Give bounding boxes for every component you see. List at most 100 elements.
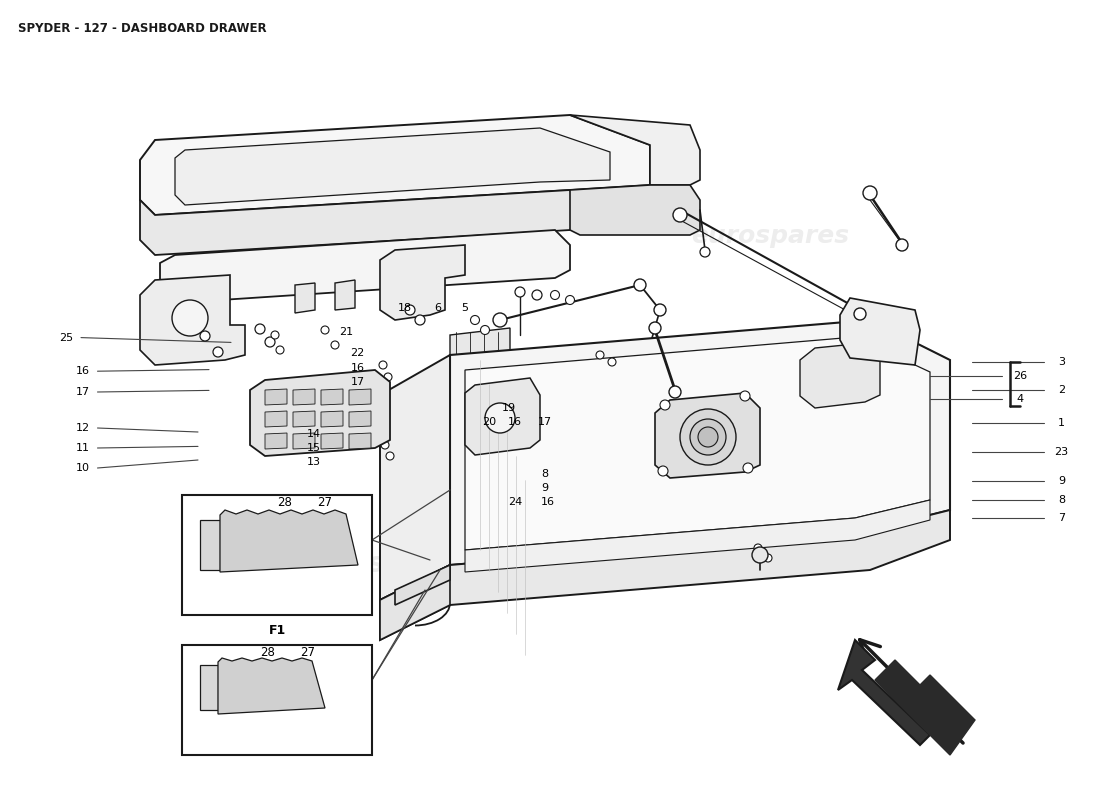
Text: 3: 3 xyxy=(1058,358,1065,367)
Polygon shape xyxy=(175,128,610,205)
Polygon shape xyxy=(840,298,920,365)
Polygon shape xyxy=(218,658,324,714)
Polygon shape xyxy=(321,433,343,449)
Circle shape xyxy=(493,313,507,327)
Circle shape xyxy=(172,300,208,336)
Circle shape xyxy=(608,358,616,366)
Polygon shape xyxy=(220,510,358,572)
Text: 13: 13 xyxy=(307,458,320,467)
Polygon shape xyxy=(800,343,880,408)
Text: 28: 28 xyxy=(261,646,275,658)
Polygon shape xyxy=(379,245,465,320)
Circle shape xyxy=(386,452,394,460)
Text: 16: 16 xyxy=(76,366,89,376)
Text: 19: 19 xyxy=(503,403,516,413)
Polygon shape xyxy=(200,665,218,710)
Text: 8: 8 xyxy=(1058,495,1065,505)
Circle shape xyxy=(854,308,866,320)
Text: 11: 11 xyxy=(76,443,89,453)
Text: 24: 24 xyxy=(508,497,521,506)
Polygon shape xyxy=(654,393,760,478)
Circle shape xyxy=(764,554,772,562)
Circle shape xyxy=(384,373,392,381)
Text: 5: 5 xyxy=(461,303,468,313)
Text: 16: 16 xyxy=(351,363,364,373)
Polygon shape xyxy=(265,389,287,405)
Circle shape xyxy=(213,347,223,357)
Circle shape xyxy=(255,324,265,334)
Circle shape xyxy=(381,441,389,449)
Polygon shape xyxy=(321,411,343,427)
Polygon shape xyxy=(265,433,287,449)
Polygon shape xyxy=(570,185,700,235)
Polygon shape xyxy=(379,355,450,600)
Text: eurospares: eurospares xyxy=(691,224,849,248)
Text: 21: 21 xyxy=(340,327,353,337)
Text: 17: 17 xyxy=(351,377,364,386)
Circle shape xyxy=(690,419,726,455)
Polygon shape xyxy=(140,190,580,255)
Polygon shape xyxy=(349,389,371,405)
Text: 16: 16 xyxy=(508,417,521,426)
Circle shape xyxy=(754,544,762,552)
Text: 23: 23 xyxy=(1055,447,1068,457)
Text: eurospares: eurospares xyxy=(682,550,858,578)
Circle shape xyxy=(649,322,661,334)
Polygon shape xyxy=(265,411,287,427)
Circle shape xyxy=(669,386,681,398)
Circle shape xyxy=(271,331,279,339)
Circle shape xyxy=(485,403,515,433)
Polygon shape xyxy=(450,328,510,360)
Text: 12: 12 xyxy=(76,423,89,433)
Text: F1: F1 xyxy=(270,623,287,637)
Polygon shape xyxy=(293,411,315,427)
Circle shape xyxy=(265,337,275,347)
Text: 27: 27 xyxy=(300,646,316,658)
Polygon shape xyxy=(385,390,440,418)
Text: 25: 25 xyxy=(59,333,73,342)
Circle shape xyxy=(654,304,666,316)
Circle shape xyxy=(550,290,560,299)
Polygon shape xyxy=(200,520,220,570)
Polygon shape xyxy=(465,337,930,550)
Polygon shape xyxy=(379,510,950,640)
Text: 17: 17 xyxy=(538,417,551,426)
Polygon shape xyxy=(450,320,950,565)
Circle shape xyxy=(634,279,646,291)
Text: eurospares: eurospares xyxy=(209,550,385,578)
Circle shape xyxy=(276,346,284,354)
Circle shape xyxy=(700,247,710,257)
Circle shape xyxy=(532,290,542,300)
Polygon shape xyxy=(293,433,315,449)
Text: 20: 20 xyxy=(483,417,496,426)
Circle shape xyxy=(515,287,525,297)
Polygon shape xyxy=(321,389,343,405)
Polygon shape xyxy=(182,645,372,755)
Polygon shape xyxy=(295,283,315,313)
Text: 7: 7 xyxy=(1058,514,1065,523)
Circle shape xyxy=(896,239,907,251)
Polygon shape xyxy=(465,378,540,455)
Text: 1: 1 xyxy=(1058,418,1065,428)
Text: 6: 6 xyxy=(434,303,441,313)
Text: 17: 17 xyxy=(76,387,89,397)
Text: 9: 9 xyxy=(1058,476,1065,486)
Text: 10: 10 xyxy=(76,463,89,473)
Circle shape xyxy=(481,326,490,334)
Polygon shape xyxy=(838,640,930,745)
Circle shape xyxy=(680,409,736,465)
Polygon shape xyxy=(293,389,315,405)
Polygon shape xyxy=(395,565,450,605)
Text: 27: 27 xyxy=(318,495,332,509)
Text: 16: 16 xyxy=(541,497,554,506)
Circle shape xyxy=(864,186,877,200)
Polygon shape xyxy=(570,115,700,185)
Circle shape xyxy=(596,351,604,359)
Polygon shape xyxy=(182,495,372,615)
Circle shape xyxy=(415,315,425,325)
Text: 8: 8 xyxy=(541,470,548,479)
Text: SPYDER - 127 - DASHBOARD DRAWER: SPYDER - 127 - DASHBOARD DRAWER xyxy=(18,22,266,35)
Text: 14: 14 xyxy=(307,430,320,439)
Circle shape xyxy=(742,463,754,473)
Polygon shape xyxy=(349,411,371,427)
